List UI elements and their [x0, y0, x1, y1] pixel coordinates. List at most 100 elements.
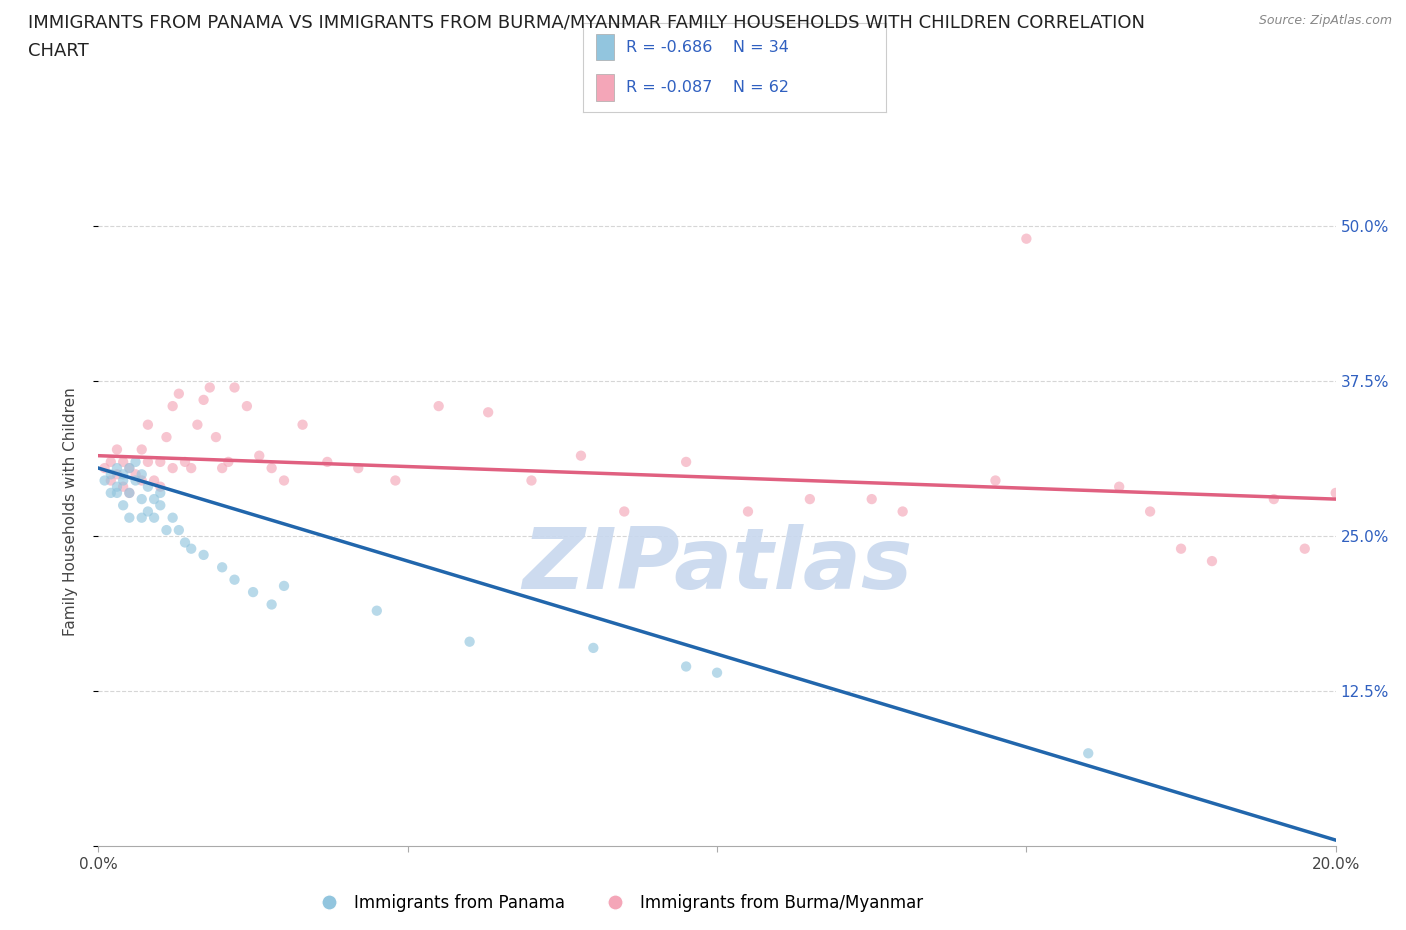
- Point: [149, 455, 172, 470]
- Point: [1108, 479, 1130, 494]
- Point: [155, 523, 177, 538]
- Point: [118, 511, 141, 525]
- Text: Source: ZipAtlas.com: Source: ZipAtlas.com: [1258, 14, 1392, 27]
- Point: [291, 418, 314, 432]
- Point: [366, 604, 388, 618]
- Point: [180, 541, 202, 556]
- Point: [136, 418, 159, 432]
- Point: [984, 473, 1007, 488]
- Point: [124, 473, 146, 488]
- Point: [477, 405, 499, 419]
- Point: [131, 511, 153, 525]
- Point: [799, 492, 821, 507]
- Point: [167, 386, 190, 401]
- Text: ZIPatlas: ZIPatlas: [522, 524, 912, 606]
- Point: [1170, 541, 1192, 556]
- Point: [613, 504, 636, 519]
- Point: [112, 479, 135, 494]
- Point: [131, 492, 153, 507]
- Point: [105, 479, 128, 494]
- Point: [224, 572, 246, 587]
- Point: [105, 467, 128, 482]
- Point: [706, 665, 728, 680]
- Point: [427, 399, 450, 414]
- Point: [112, 473, 135, 488]
- Point: [136, 455, 159, 470]
- Point: [242, 585, 264, 600]
- Point: [569, 448, 592, 463]
- Point: [236, 399, 259, 414]
- Point: [105, 442, 128, 457]
- Point: [675, 659, 697, 674]
- Point: [247, 448, 270, 463]
- Point: [93, 473, 115, 488]
- Point: [105, 485, 128, 500]
- Point: [112, 498, 135, 512]
- Point: [124, 467, 146, 482]
- Point: [198, 380, 221, 395]
- Point: [93, 460, 115, 475]
- Point: [136, 504, 159, 519]
- Point: [100, 455, 122, 470]
- Point: [174, 455, 197, 470]
- Point: [316, 455, 339, 470]
- Point: [112, 455, 135, 470]
- Point: [891, 504, 914, 519]
- Point: [1294, 541, 1316, 556]
- Point: [112, 467, 135, 482]
- Text: R = -0.087    N = 62: R = -0.087 N = 62: [626, 80, 789, 95]
- Legend: Immigrants from Panama, Immigrants from Burma/Myanmar: Immigrants from Panama, Immigrants from …: [307, 887, 931, 918]
- Point: [155, 430, 177, 445]
- Point: [193, 392, 215, 407]
- Point: [131, 442, 153, 457]
- Point: [1015, 232, 1038, 246]
- Bar: [596, 74, 613, 101]
- Point: [149, 485, 172, 500]
- Point: [162, 460, 184, 475]
- Point: [384, 473, 406, 488]
- Point: [273, 473, 295, 488]
- Text: IMMIGRANTS FROM PANAMA VS IMMIGRANTS FROM BURMA/MYANMAR FAMILY HOUSEHOLDS WITH C: IMMIGRANTS FROM PANAMA VS IMMIGRANTS FRO…: [28, 14, 1144, 32]
- Point: [174, 535, 197, 550]
- Point: [347, 460, 370, 475]
- Point: [205, 430, 228, 445]
- Point: [124, 455, 146, 470]
- Point: [100, 485, 122, 500]
- Point: [737, 504, 759, 519]
- Point: [211, 460, 233, 475]
- Point: [582, 641, 605, 656]
- Point: [1263, 492, 1285, 507]
- Point: [118, 485, 141, 500]
- Point: [100, 473, 122, 488]
- Point: [162, 511, 184, 525]
- Point: [143, 511, 166, 525]
- Y-axis label: Family Households with Children: Family Households with Children: [63, 387, 77, 636]
- Point: [167, 523, 190, 538]
- Point: [260, 597, 283, 612]
- Point: [143, 492, 166, 507]
- Point: [118, 460, 141, 475]
- Point: [520, 473, 543, 488]
- Point: [131, 467, 153, 482]
- Point: [193, 548, 215, 563]
- Point: [273, 578, 295, 593]
- Point: [1077, 746, 1099, 761]
- Point: [149, 498, 172, 512]
- Point: [118, 460, 141, 475]
- Point: [458, 634, 481, 649]
- Point: [1201, 553, 1223, 568]
- Text: CHART: CHART: [28, 42, 89, 60]
- Point: [143, 473, 166, 488]
- Point: [260, 460, 283, 475]
- Point: [149, 479, 172, 494]
- Point: [1139, 504, 1161, 519]
- Point: [118, 485, 141, 500]
- Point: [180, 460, 202, 475]
- Point: [162, 399, 184, 414]
- Text: R = -0.686    N = 34: R = -0.686 N = 34: [626, 40, 789, 55]
- Point: [211, 560, 233, 575]
- Point: [224, 380, 246, 395]
- Point: [136, 479, 159, 494]
- Point: [860, 492, 883, 507]
- Point: [675, 455, 697, 470]
